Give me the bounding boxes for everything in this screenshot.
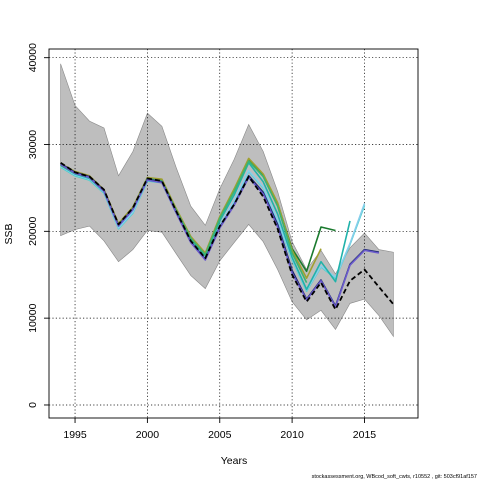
x-tick-label: 2000 — [136, 429, 160, 441]
y-axis-title: SSB — [3, 223, 15, 244]
y-tick-label: 20000 — [27, 217, 39, 246]
x-tick-label: 2005 — [208, 429, 232, 441]
confidence-band — [60, 63, 394, 338]
axes-layer: 1995 2000 2005 2010 2015 0 10000 20000 30000 4000… — [27, 43, 419, 441]
grid-layer — [49, 49, 418, 418]
y-tick-label: 40000 — [27, 43, 39, 72]
y-tick-label: 30000 — [27, 130, 39, 159]
x-tick-label: 1995 — [63, 429, 87, 441]
footer-credit: stockassessment.org, WBcod_soft_cwts, r1… — [311, 474, 477, 480]
confidence-band-layer — [60, 63, 394, 338]
y-tick-label: 10000 — [27, 303, 39, 332]
plot-frame — [48, 48, 419, 419]
y-tick-label: 0 — [27, 402, 39, 408]
series-layer — [60, 157, 395, 311]
x-tick-label: 2010 — [280, 429, 304, 441]
x-axis-title: Years — [221, 455, 247, 467]
x-tick-label: 2015 — [353, 429, 377, 441]
series-line-9 — [60, 161, 395, 311]
